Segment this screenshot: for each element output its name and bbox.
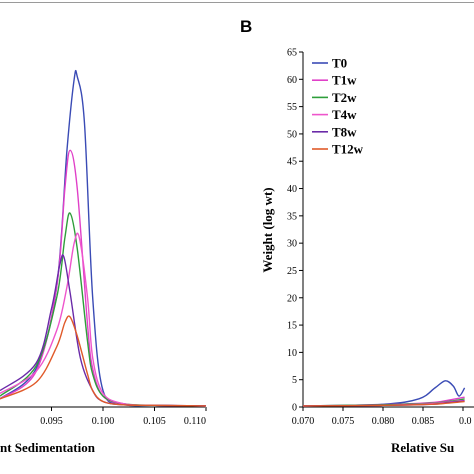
panel-b-y-tick-label: 5	[292, 375, 297, 386]
panel-a-x-axis-label: nt Sedimentation	[0, 440, 96, 455]
panel-b-y-axis-label: Weight (log wt)	[260, 187, 275, 272]
panel-b-x-axis-label: Relative Su	[391, 440, 454, 455]
legend-label-T4w: T4w	[332, 107, 357, 122]
panel-b-series-line-T12w	[302, 400, 465, 407]
panel-b-x-tick-label: 0.080	[372, 416, 395, 427]
panel-b-y-tick-label: 15	[287, 321, 297, 332]
panel-b-y-tick-label: 55	[287, 102, 297, 113]
panel-a-x-tick-label: 0.110	[184, 416, 206, 427]
panel-a-x-tick-label: 0.095	[40, 416, 63, 427]
legend-label-T1w: T1w	[332, 73, 357, 88]
panel-a-series-line-0	[0, 69, 206, 407]
panel-a-x-ticks: 0.095 0.100 0.105 0.110	[40, 407, 207, 427]
panel-a-series	[0, 69, 206, 407]
panel-b-series	[302, 380, 466, 407]
panel-a-x-tick-label: 0.100	[92, 416, 115, 427]
panel-a-series-line-3	[0, 232, 206, 407]
legend-label-T2w: T2w	[332, 90, 357, 105]
panel-b-y-tick-label: 25	[287, 266, 297, 277]
panel-a: 0.095 0.100 0.105 0.110 nt Sedimentation	[0, 69, 207, 455]
panel-b-x-ticks: 0.070 0.075 0.080 0.085 0.0	[292, 407, 472, 427]
panel-b-x-tick-label: 0.070	[292, 416, 315, 427]
legend-label-T12w: T12w	[332, 142, 364, 157]
panel-a-x-tick-label: 0.105	[143, 416, 166, 427]
panel-b-y-tick-label: 45	[287, 157, 297, 168]
panel-b-y-tick-label: 65	[287, 48, 297, 59]
panel-b-y-tick-label: 40	[287, 184, 297, 195]
panel-b-y-tick-label: 10	[287, 348, 297, 359]
legend-label-T0: T0	[332, 56, 347, 71]
panel-b-x-tick-label: 0.075	[332, 416, 355, 427]
panel-b-y-ticks: 0 5 10 15 20 25 30 35 40 45 50 55 60 65	[287, 48, 303, 414]
panel-b-x-tick-label: 0.085	[412, 416, 435, 427]
panel-b-y-tick-label: 20	[287, 293, 297, 304]
panel-b-y-tick-label: 35	[287, 211, 297, 222]
panel-b-y-tick-label: 50	[287, 129, 297, 140]
panel-a-series-line-1	[0, 149, 206, 407]
panel-a-series-line-4	[0, 254, 206, 407]
panel-b-x-tick-label: 0.0	[459, 416, 472, 427]
panel-b-y-tick-label: 0	[292, 403, 297, 414]
panel-b-y-tick-label: 60	[287, 75, 297, 86]
panel-b-y-tick-label: 30	[287, 239, 297, 250]
panel-b-legend: T0 T1w T2w T4w T8w T12w	[312, 56, 364, 157]
panel-b-label: B	[240, 17, 252, 36]
legend-label-T8w: T8w	[332, 124, 357, 139]
panel-a-series-line-5	[0, 315, 206, 407]
